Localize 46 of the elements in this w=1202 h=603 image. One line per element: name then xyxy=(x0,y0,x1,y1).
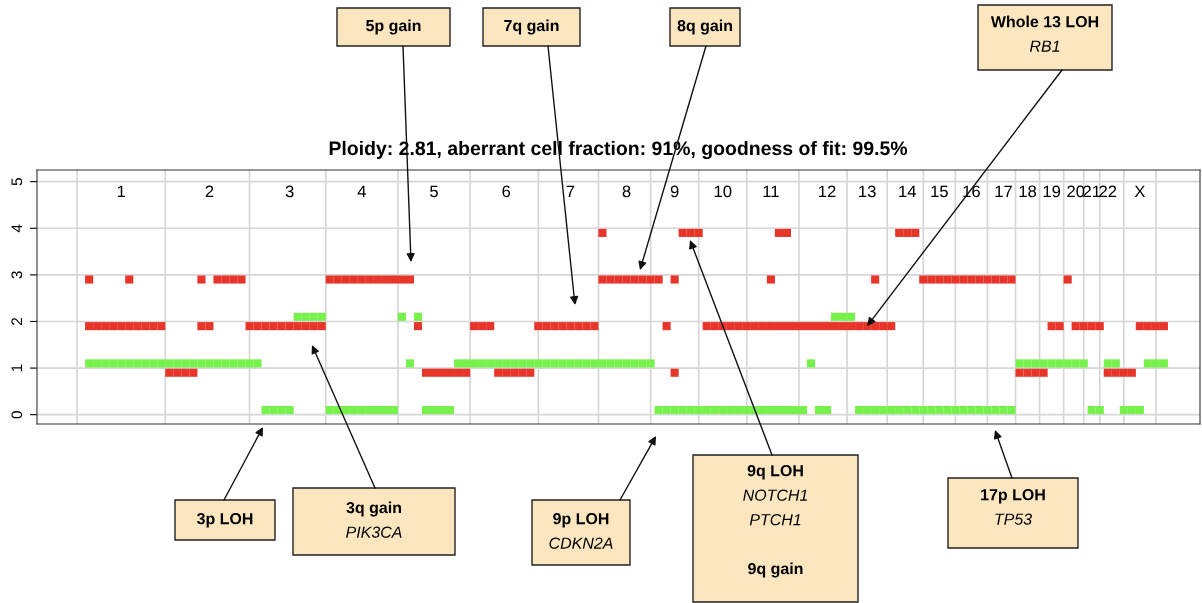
x-tick-label: 8 xyxy=(622,185,631,198)
text: 9q LOH NOTCH1 PTCH1 9q gain xyxy=(743,464,807,578)
x-tick-label: 7 xyxy=(566,185,575,198)
annotation: Whole 13 LOH RB1 xyxy=(990,15,1099,52)
y-tick-label: 4 xyxy=(11,224,23,233)
x-tick-label: 17 xyxy=(995,185,1012,198)
y-tick-label: 5 xyxy=(11,178,23,186)
x-tick-label: 21 xyxy=(1083,185,1101,198)
x-tick-label: 20 xyxy=(1067,185,1085,198)
point xyxy=(197,275,206,284)
y-tick-label: 1 xyxy=(11,364,23,372)
text: 7q gain xyxy=(504,19,559,35)
point xyxy=(598,228,607,237)
text: 9p LOH CDKN2A xyxy=(549,512,613,549)
text: 17p LOH TP53 xyxy=(981,488,1045,525)
x-tick-label: 4 xyxy=(357,185,366,198)
y-tick-label: 3 xyxy=(11,271,23,279)
y-tick-label: 2 xyxy=(11,317,23,325)
point xyxy=(766,275,775,284)
x-tick-label: 10 xyxy=(714,185,732,198)
x-tick-label: 12 xyxy=(819,185,836,198)
point xyxy=(85,275,94,284)
point xyxy=(125,275,134,284)
point xyxy=(871,275,880,284)
text: 5p gain xyxy=(366,19,421,35)
point xyxy=(782,228,791,237)
x-tick-label: 11 xyxy=(763,185,779,198)
text: 3p LOH xyxy=(196,512,253,528)
y-tick-label: 0 xyxy=(11,411,23,419)
x-tick-label: 14 xyxy=(899,185,917,198)
x-tick-label: 9 xyxy=(670,185,679,198)
x-tick-label: 22 xyxy=(1099,185,1117,198)
point xyxy=(670,368,679,377)
x-tick-label: 19 xyxy=(1043,185,1061,198)
x-tick-label: 13 xyxy=(859,185,876,198)
point xyxy=(774,228,783,237)
x-tick-label: 3 xyxy=(285,185,294,198)
x-tick-label: X xyxy=(1134,185,1146,198)
x-tick-label: 15 xyxy=(931,185,948,198)
x-tick-label: 18 xyxy=(1019,185,1037,198)
x-tick-label: 5 xyxy=(430,185,438,198)
x-tick-label: 6 xyxy=(502,185,511,198)
text: 8q gain xyxy=(677,19,732,35)
x-tick-label: 2 xyxy=(205,185,214,198)
x-tick-label: 1 xyxy=(117,185,126,198)
text: 3q gain PIK3CA xyxy=(346,501,402,538)
